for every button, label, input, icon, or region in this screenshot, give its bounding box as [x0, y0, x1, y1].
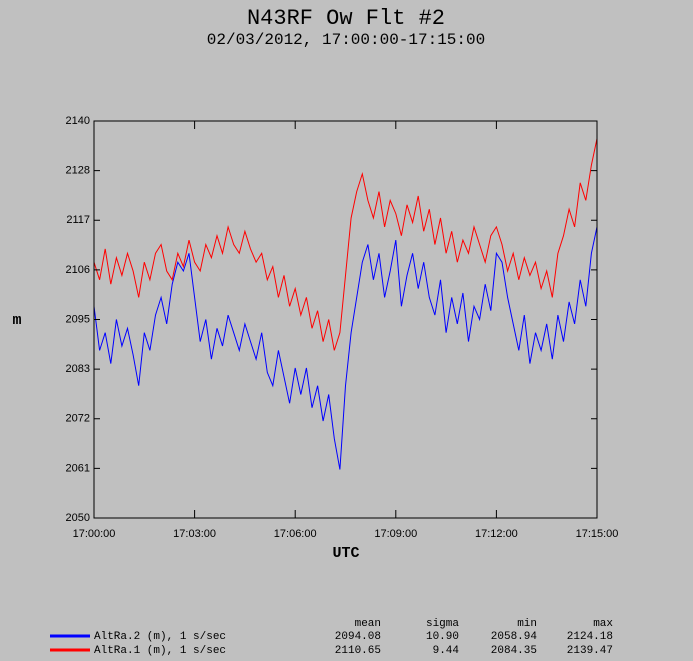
y-tick-label: 2061 [66, 462, 90, 474]
y-tick-label: 2128 [66, 165, 90, 177]
stats-header: mean [355, 618, 381, 630]
y-axis-label: m [12, 312, 21, 329]
stats-value: 2058.94 [491, 631, 538, 643]
stats-value: 9.44 [433, 645, 460, 657]
x-tick-label: 17:09:00 [374, 528, 417, 540]
stats-value: 2084.35 [491, 645, 537, 657]
stats-value: 2124.18 [567, 631, 613, 643]
x-tick-label: 17:03:00 [173, 528, 216, 540]
chart-title: N43RF Ow Flt #2 [247, 6, 445, 31]
stats-value: 10.90 [426, 631, 459, 643]
data-line [93, 226, 598, 470]
data-line [93, 138, 598, 351]
x-tick-label: 17:00:00 [73, 528, 116, 540]
stats-header: min [517, 618, 537, 630]
y-tick-label: 2117 [66, 214, 90, 226]
y-tick-label: 2095 [66, 313, 90, 325]
stats-value: 2094.08 [335, 631, 381, 643]
stats-value: 2110.65 [335, 645, 381, 657]
chart-subtitle: 02/03/2012, 17:00:00-17:15:00 [207, 31, 485, 49]
legend-label: AltRa.1 (m), 1 s/sec [94, 645, 226, 657]
x-tick-label: 17:12:00 [475, 528, 518, 540]
x-tick-label: 17:15:00 [576, 528, 619, 540]
stats-header: sigma [426, 618, 459, 630]
x-tick-label: 17:06:00 [274, 528, 317, 540]
y-tick-label: 2106 [66, 264, 90, 276]
stats-value: 2139.47 [567, 645, 613, 657]
y-tick-label: 2050 [66, 512, 90, 524]
y-tick-label: 2072 [66, 413, 90, 425]
x-axis-label: UTC [332, 545, 359, 562]
y-tick-label: 2140 [66, 115, 90, 127]
y-tick-label: 2083 [66, 363, 90, 375]
legend-label: AltRa.2 (m), 1 s/sec [94, 631, 226, 643]
stats-header: max [593, 618, 613, 630]
